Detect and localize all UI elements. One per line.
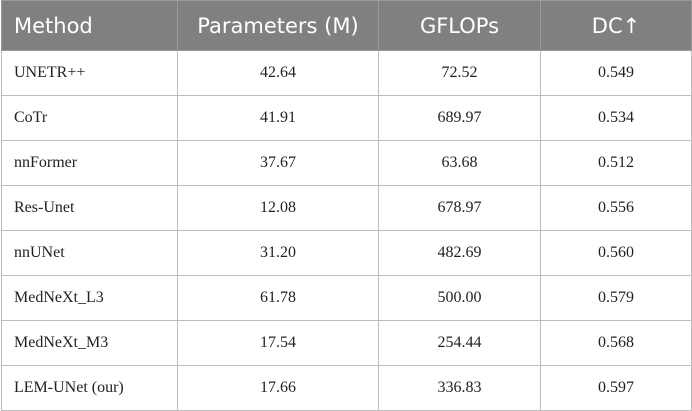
header-cell: GFLOPs bbox=[378, 0, 541, 51]
value-cell: 61.78 bbox=[177, 275, 379, 321]
table-row: CoTr 41.91 689.97 0.534 bbox=[1, 95, 692, 141]
value-cell: 678.97 bbox=[378, 185, 541, 231]
table-row: MedNeXt_M3 17.54 254.44 0.568 bbox=[1, 320, 692, 366]
value-cell: 500.00 bbox=[378, 275, 541, 321]
value-cell: 63.68 bbox=[378, 140, 541, 186]
value-cell: 72.52 bbox=[378, 50, 541, 96]
value-cell: 0.512 bbox=[540, 140, 692, 186]
value-cell: 12.08 bbox=[177, 185, 379, 231]
value-cell: 689.97 bbox=[378, 95, 541, 141]
method-cell: LEM-UNet (our) bbox=[1, 365, 178, 411]
header-row: Method Parameters (M) GFLOPs DC↑ bbox=[1, 0, 692, 51]
value-cell: 0.549 bbox=[540, 50, 692, 96]
value-cell: 0.556 bbox=[540, 185, 692, 231]
value-cell: 17.54 bbox=[177, 320, 379, 366]
header-cell: DC↑ bbox=[540, 0, 692, 51]
value-cell: 0.568 bbox=[540, 320, 692, 366]
table-body: UNETR++ 42.64 72.52 0.549 CoTr 41.91 689.97 0.5… bbox=[1, 50, 692, 411]
method-cell: UNETR++ bbox=[1, 50, 178, 96]
method-cell: nnFormer bbox=[1, 140, 178, 186]
value-cell: 0.534 bbox=[540, 95, 692, 141]
method-cell: Res-Unet bbox=[1, 185, 178, 231]
method-cell: MedNeXt_M3 bbox=[1, 320, 178, 366]
value-cell: 37.67 bbox=[177, 140, 379, 186]
table-row: MedNeXt_L3 61.78 500.00 0.579 bbox=[1, 275, 692, 321]
value-cell: 31.20 bbox=[177, 230, 379, 276]
value-cell: 0.579 bbox=[540, 275, 692, 321]
table-row: nnUNet 31.20 482.69 0.560 bbox=[1, 230, 692, 276]
value-cell: 336.83 bbox=[378, 365, 541, 411]
method-cell: MedNeXt_L3 bbox=[1, 275, 178, 321]
value-cell: 42.64 bbox=[177, 50, 379, 96]
table-row: LEM-UNet (our) 17.66 336.83 0.597 bbox=[1, 365, 692, 411]
value-cell: 17.66 bbox=[177, 365, 379, 411]
header-cell: Method bbox=[1, 0, 178, 51]
value-cell: 0.597 bbox=[540, 365, 692, 411]
method-cell: CoTr bbox=[1, 95, 178, 141]
table-row: UNETR++ 42.64 72.52 0.549 bbox=[1, 50, 692, 96]
value-cell: 0.560 bbox=[540, 230, 692, 276]
value-cell: 254.44 bbox=[378, 320, 541, 366]
table-row: nnFormer 37.67 63.68 0.512 bbox=[1, 140, 692, 186]
table-row: Res-Unet 12.08 678.97 0.556 bbox=[1, 185, 692, 231]
value-cell: 41.91 bbox=[177, 95, 379, 141]
method-cell: nnUNet bbox=[1, 230, 178, 276]
header-cell: Parameters (M) bbox=[177, 0, 379, 51]
value-cell: 482.69 bbox=[378, 230, 541, 276]
